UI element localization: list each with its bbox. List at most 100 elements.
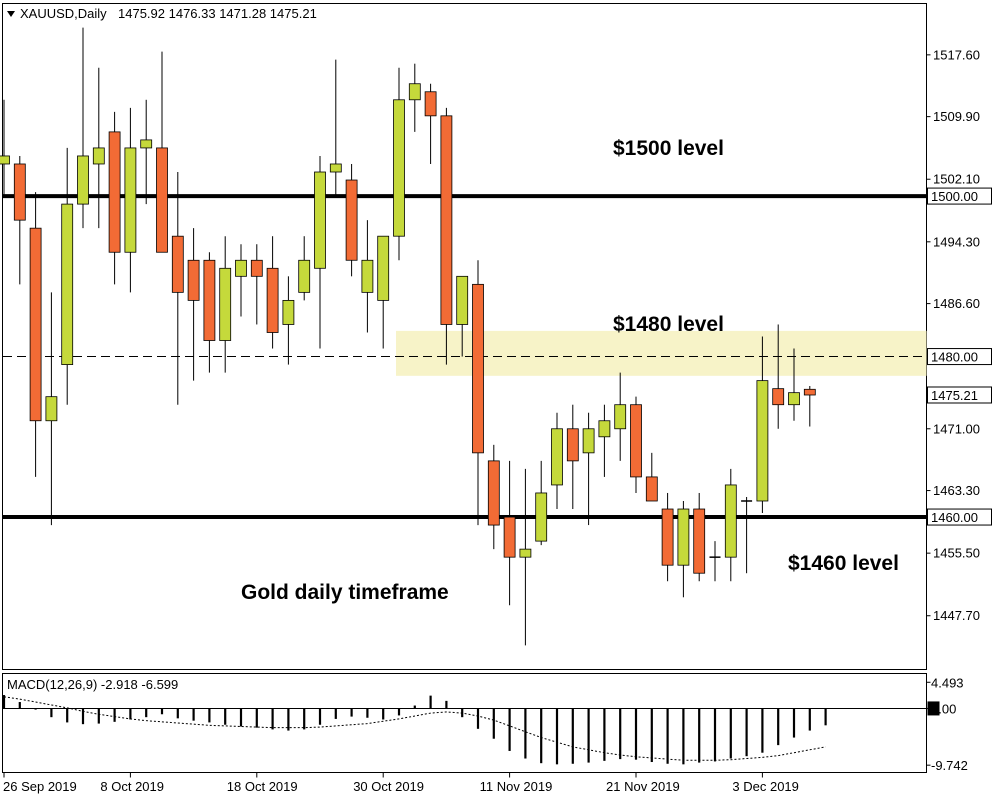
macd-header: MACD(12,26,9) -2.918 -6.599 — [7, 677, 178, 692]
x-tick-label: 8 Oct 2019 — [100, 779, 164, 794]
candle — [535, 460, 548, 546]
x-axis: 26 Sep 2019 8 Oct 2019 18 Oct 2019 30 Oct 2… — [3, 772, 799, 794]
candle — [724, 468, 737, 582]
candle — [788, 348, 800, 421]
candle — [741, 496, 753, 574]
candle — [630, 396, 642, 493]
candle — [171, 172, 184, 405]
price-label-box — [927, 187, 992, 205]
candle — [13, 155, 26, 285]
candle — [709, 541, 721, 582]
candle — [361, 220, 374, 333]
candle — [614, 372, 627, 461]
candle-body — [487, 460, 500, 526]
candle-body — [29, 227, 42, 422]
candle — [645, 452, 658, 502]
candle-body — [187, 259, 200, 301]
x-tick-label: 26 Sep 2019 — [3, 779, 77, 794]
candle-body — [92, 147, 105, 165]
candle — [693, 492, 706, 582]
candle-body — [124, 147, 137, 253]
candle-body — [203, 259, 216, 341]
candle-body — [345, 179, 358, 261]
y-tick-label: 1486.60 — [933, 296, 980, 311]
price-label-box — [927, 348, 992, 366]
candle-body — [219, 267, 232, 341]
x-tick-label: 11 Nov 2019 — [480, 779, 553, 794]
dropdown-triangle-icon[interactable] — [7, 11, 15, 17]
y-tick-label: 1447.70 — [933, 608, 980, 623]
candle-body — [298, 259, 311, 293]
candle-body — [361, 259, 374, 293]
candle-body — [314, 171, 326, 269]
candle — [677, 500, 690, 598]
candle-body — [456, 275, 469, 325]
candle — [29, 192, 42, 477]
chart-subtitle: Gold daily timeframe — [241, 581, 449, 604]
candle — [187, 228, 200, 381]
y-tick-label: 1494.30 — [933, 234, 980, 249]
candle-body — [788, 392, 800, 406]
candle — [124, 107, 137, 293]
candle-body — [171, 235, 184, 293]
candle-body — [677, 508, 690, 566]
candle — [566, 404, 579, 510]
candle-body — [535, 492, 548, 542]
x-tick-label: 3 Dec 2019 — [732, 779, 799, 794]
candle-body — [645, 476, 658, 502]
candle-body — [566, 428, 579, 462]
macd-y-tick-label: -9.742 — [931, 758, 968, 773]
candle — [92, 67, 105, 229]
candle-body — [424, 91, 437, 117]
candle — [803, 386, 816, 427]
candle — [440, 107, 453, 365]
candle — [503, 460, 516, 606]
macd-layer — [2, 695, 927, 765]
candle — [408, 63, 421, 132]
candle-body — [803, 388, 816, 396]
candle-body — [329, 163, 342, 173]
candle — [108, 111, 121, 285]
candle-body — [661, 508, 674, 566]
candle — [345, 163, 358, 277]
zone-layer — [396, 330, 927, 376]
candle-body — [282, 299, 295, 325]
candle-body — [61, 203, 74, 365]
candle-body — [77, 155, 89, 205]
candle-body — [377, 235, 390, 301]
macd-y-tick-label: 0.00 — [931, 701, 956, 716]
candle — [393, 67, 405, 261]
candle — [219, 236, 232, 373]
candle-body — [472, 283, 484, 454]
candle-body — [582, 428, 595, 454]
price-label-box — [927, 386, 992, 404]
macd-panel-frame — [2, 673, 927, 773]
candle-layer — [0, 27, 816, 646]
candle — [472, 260, 484, 526]
candle-body — [393, 99, 405, 237]
price-label: 1480.00 — [931, 350, 978, 365]
candle-body — [630, 404, 642, 478]
candle — [456, 275, 469, 357]
candle — [250, 244, 263, 325]
candle — [424, 83, 437, 164]
y-tick-label: 1509.90 — [933, 109, 980, 124]
candle — [77, 27, 89, 229]
annotation-1500-level: $1500 level — [613, 137, 724, 160]
candle-body — [724, 484, 737, 558]
y-tick-label: 1463.30 — [933, 483, 980, 498]
annotation-1460-level: $1460 level — [788, 552, 899, 575]
x-tick-label: 18 Oct 2019 — [227, 779, 298, 794]
candle — [756, 336, 769, 514]
candle — [61, 147, 74, 405]
candle-body — [551, 428, 563, 486]
candle — [266, 236, 279, 349]
candle-body — [13, 163, 26, 221]
y-axis: 1517.60 1509.90 1502.10 1494.30 1486.60 1471.… — [926, 47, 992, 773]
candle — [0, 99, 10, 197]
candle — [329, 59, 342, 197]
candle-body — [408, 83, 421, 101]
candle — [45, 292, 58, 526]
candle-body — [519, 548, 532, 558]
